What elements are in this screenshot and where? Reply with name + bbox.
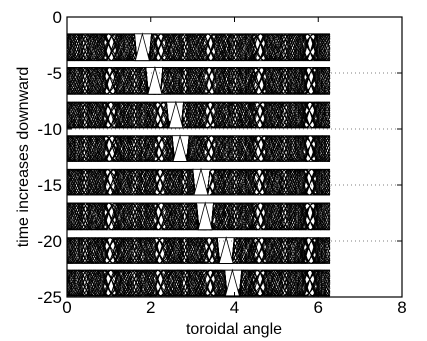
band-spike [172, 134, 188, 162]
band-series [67, 201, 331, 231]
band-curve [67, 33, 331, 62]
y-tick-label: -25 [37, 288, 62, 307]
band-spike [168, 100, 184, 129]
band-spike [224, 268, 240, 297]
band-curve [67, 202, 331, 231]
band-series [67, 134, 331, 162]
band-curve [67, 101, 331, 129]
band-curve [67, 237, 331, 264]
band-curve [67, 101, 331, 129]
y-tick-label: -15 [37, 176, 62, 195]
band-series [67, 268, 331, 297]
band-series [67, 167, 331, 196]
x-axis-label: toroidal angle [186, 321, 282, 338]
y-tick-label: -20 [37, 232, 62, 251]
band-curve [67, 33, 331, 62]
band-curve [67, 101, 331, 129]
y-axis-label: time increases downward [15, 67, 32, 248]
band-curve [67, 66, 331, 95]
band-series [67, 100, 331, 129]
band-curve [67, 237, 331, 264]
band-series [67, 236, 331, 264]
band-curve [67, 135, 331, 162]
band-curve [67, 66, 331, 95]
band-spike [134, 32, 150, 62]
band-curve [67, 135, 331, 162]
band-curve [67, 269, 331, 297]
y-tick-label: 0 [53, 8, 62, 27]
y-tick-label: -5 [47, 64, 62, 83]
band-curve [67, 202, 331, 231]
band-series [67, 32, 331, 62]
band-curve [67, 135, 331, 162]
band-curve [67, 67, 331, 95]
band-curve [67, 237, 331, 264]
band-curve [67, 202, 331, 231]
band-curve [67, 135, 331, 162]
tick-group: 0 2 4 6 8 0 -5 -10 -15 -20 -25 [37, 8, 406, 317]
band-series [67, 65, 331, 95]
band-curve [67, 269, 331, 297]
band-curve [67, 269, 331, 297]
x-tick-label: 4 [230, 298, 239, 317]
x-tick-label: 8 [397, 298, 406, 317]
band-spike [147, 65, 163, 95]
x-tick-label: 0 [62, 298, 71, 317]
band-spike [197, 201, 213, 231]
x-tick-label: 2 [146, 298, 155, 317]
band-curve [67, 269, 331, 297]
x-tick-label: 6 [314, 298, 323, 317]
band-curve [67, 33, 331, 62]
band-curve [67, 135, 331, 162]
band-curve [67, 33, 331, 62]
band-spike [193, 167, 209, 196]
band-curve [67, 33, 331, 62]
band-group [67, 32, 331, 297]
band-spike [218, 236, 234, 264]
y-tick-label: -10 [37, 120, 62, 139]
